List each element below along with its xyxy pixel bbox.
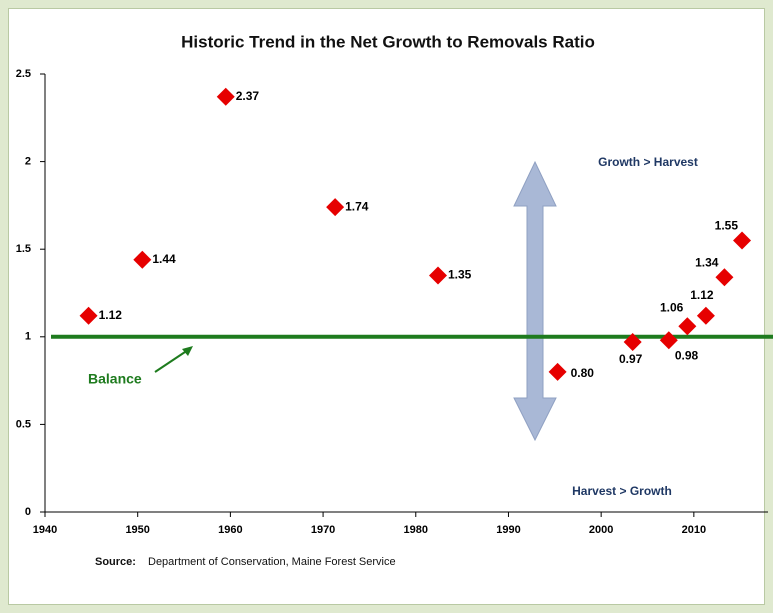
y-tick-label: 0.5 [16, 418, 31, 430]
y-tick-label: 2 [25, 156, 31, 168]
marker [216, 87, 235, 106]
x-tick-label: 1980 [404, 524, 428, 536]
data-label: 1.35 [448, 268, 472, 282]
source: Department of Conservation, Maine Forest… [148, 556, 396, 568]
marker [326, 198, 345, 217]
data-label: 1.12 [99, 308, 123, 322]
annotation-arrow [154, 349, 189, 373]
source-label: Source: [95, 556, 136, 568]
data-label: 2.37 [236, 89, 260, 103]
chart-title: Historic Trend in the Net Growth to Remo… [181, 32, 595, 51]
y-tick-label: 2.5 [16, 68, 31, 80]
data-label: 1.12 [690, 288, 714, 302]
data-label: 0.98 [675, 348, 699, 362]
double-arrow [513, 160, 557, 442]
marker [696, 306, 715, 325]
marker [429, 266, 448, 285]
annotation: Growth > Harvest [598, 155, 698, 169]
annotation: Balance [88, 371, 142, 387]
marker [678, 317, 697, 336]
annotation-arrowhead [182, 346, 193, 356]
chart-frame [8, 8, 765, 605]
x-tick-label: 1970 [311, 524, 335, 536]
x-tick-label: 2000 [589, 524, 613, 536]
marker [623, 333, 642, 352]
data-label: 1.55 [715, 219, 739, 233]
x-tick-label: 1950 [125, 524, 149, 536]
marker [133, 250, 152, 269]
marker [715, 268, 734, 287]
marker [659, 331, 678, 350]
x-tick-label: 1960 [218, 524, 242, 536]
y-tick-label: 1.5 [16, 243, 31, 255]
y-tick-label: 1 [25, 331, 31, 343]
data-label: 0.80 [571, 366, 595, 380]
marker [548, 362, 567, 381]
x-tick-label: 1990 [496, 524, 520, 536]
marker [733, 231, 752, 250]
x-tick-label: 2010 [682, 524, 706, 536]
data-label: 0.97 [619, 352, 643, 366]
x-tick-label: 1940 [33, 524, 57, 536]
data-label: 1.34 [695, 255, 719, 269]
data-label: 1.74 [345, 199, 369, 213]
marker [79, 306, 98, 325]
y-tick-label: 0 [25, 506, 31, 518]
annotation: Harvest > Growth [572, 484, 672, 498]
data-label: 1.06 [660, 300, 684, 314]
data-label: 1.44 [152, 252, 176, 266]
